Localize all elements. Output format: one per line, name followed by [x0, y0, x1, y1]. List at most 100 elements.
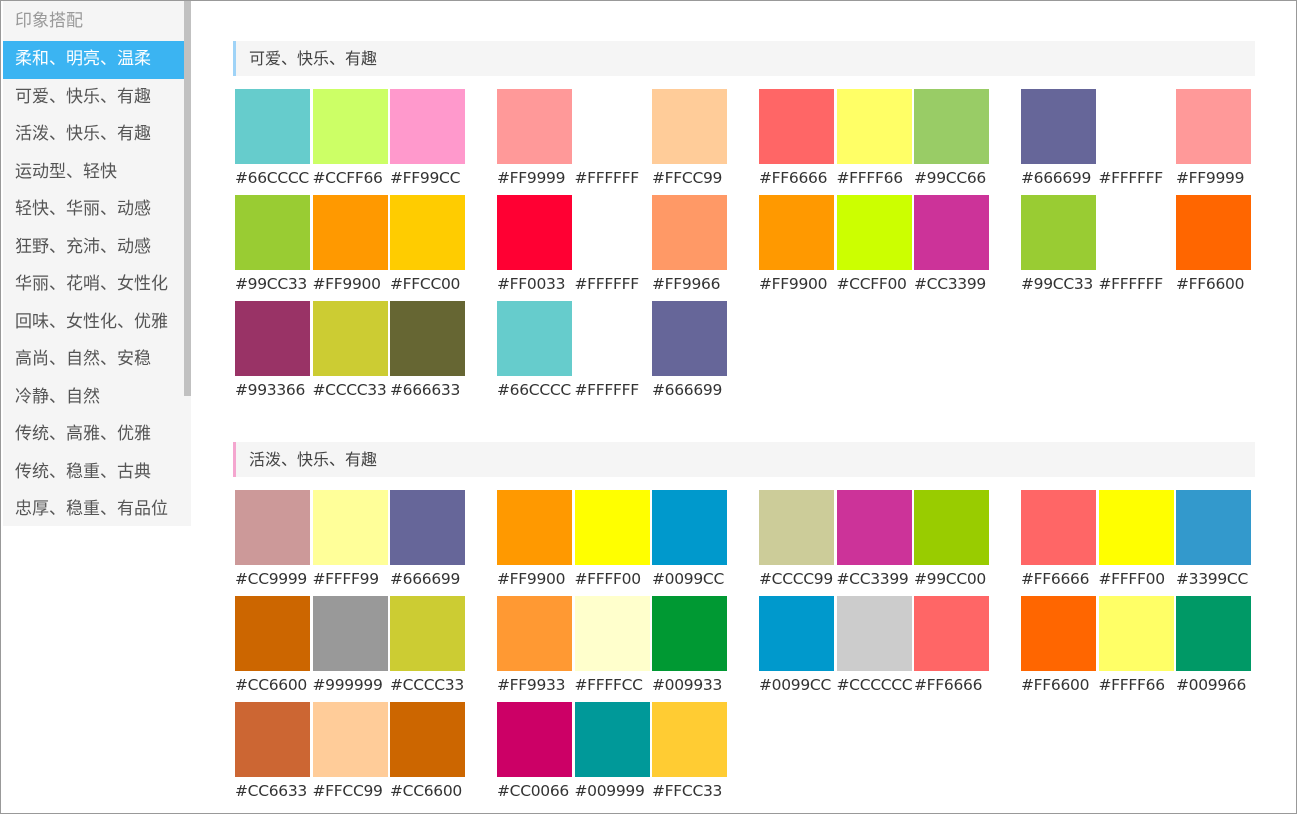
- color-chip[interactable]: [836, 195, 912, 270]
- color-chip[interactable]: [652, 596, 727, 671]
- color-chip[interactable]: [759, 490, 834, 565]
- sidebar-item[interactable]: 轻快、华丽、动感: [15, 199, 151, 219]
- color-chip[interactable]: [1021, 195, 1096, 270]
- color-code: #CCCCCC: [836, 676, 913, 694]
- swatch: #FFFFFF: [574, 195, 650, 301]
- color-code: #FFFFFF: [574, 169, 640, 187]
- color-chip[interactable]: [1021, 490, 1096, 565]
- color-chip[interactable]: [1098, 596, 1174, 671]
- palette-section: 活泼、快乐、有趣 #CC9999 #FFFF99 #666699 #FF9900 #FFF…: [233, 442, 1255, 808]
- color-chip[interactable]: [1021, 596, 1096, 671]
- swatch: #999999: [312, 596, 388, 702]
- color-chip[interactable]: [574, 596, 650, 671]
- color-chip[interactable]: [390, 195, 465, 270]
- color-chip[interactable]: [759, 596, 834, 671]
- color-chip[interactable]: [574, 89, 650, 164]
- scrollbar[interactable]: [184, 1, 191, 396]
- color-chip[interactable]: [235, 596, 310, 671]
- palette: #CCCC99 #CC3399 #99CC00: [759, 490, 989, 596]
- color-chip[interactable]: [652, 89, 727, 164]
- color-chip[interactable]: [497, 301, 572, 376]
- color-chip[interactable]: [1098, 89, 1174, 164]
- color-chip[interactable]: [235, 89, 310, 164]
- sidebar-item[interactable]: 狂野、充沛、动感: [15, 236, 151, 257]
- color-code: #FFFFFF: [1098, 275, 1164, 293]
- swatch: #666699: [390, 490, 465, 596]
- color-chip[interactable]: [1098, 490, 1174, 565]
- swatch: #FF6600: [1176, 195, 1251, 301]
- color-chip[interactable]: [652, 301, 727, 376]
- color-chip[interactable]: [1098, 195, 1174, 270]
- color-chip[interactable]: [914, 195, 989, 270]
- sidebar-item[interactable]: 柔和、明亮、温柔: [3, 41, 184, 79]
- color-chip[interactable]: [652, 702, 727, 777]
- palette: #FF6666 #FFFF66 #99CC66: [759, 89, 989, 195]
- sidebar-item[interactable]: 华丽、花哨、女性化: [15, 274, 168, 294]
- sidebar-item[interactable]: 传统、高雅、优雅: [15, 424, 151, 444]
- color-code: #FFFFFF: [574, 381, 640, 399]
- color-chip[interactable]: [836, 596, 912, 671]
- color-chip[interactable]: [497, 490, 572, 565]
- sidebar-title: 印象搭配: [15, 11, 83, 31]
- color-chip[interactable]: [914, 89, 989, 164]
- color-chip[interactable]: [235, 702, 310, 777]
- color-chip[interactable]: [312, 702, 388, 777]
- sidebar-item[interactable]: 忠厚、稳重、有品位: [15, 499, 168, 519]
- color-chip[interactable]: [759, 89, 834, 164]
- color-chip[interactable]: [497, 702, 572, 777]
- color-code: #FF9966: [652, 275, 721, 293]
- sidebar-item[interactable]: 回味、女性化、优雅: [15, 311, 168, 332]
- swatch: #CCCC33: [390, 596, 465, 702]
- color-chip[interactable]: [390, 702, 465, 777]
- swatch: #FF6600: [1021, 596, 1096, 702]
- color-chip[interactable]: [235, 301, 310, 376]
- color-chip[interactable]: [574, 301, 650, 376]
- color-chip[interactable]: [390, 490, 465, 565]
- color-code: #FF9999: [497, 169, 566, 187]
- color-chip[interactable]: [652, 195, 727, 270]
- color-chip[interactable]: [574, 195, 650, 270]
- color-chip[interactable]: [312, 89, 388, 164]
- swatch: #CC3399: [914, 195, 989, 301]
- color-chip[interactable]: [652, 490, 727, 565]
- color-chip[interactable]: [1176, 195, 1251, 270]
- color-chip[interactable]: [390, 596, 465, 671]
- sidebar-item[interactable]: 高尚、自然、安稳: [15, 349, 151, 369]
- color-chip[interactable]: [1021, 89, 1096, 164]
- color-code: #009999: [574, 782, 645, 800]
- palette-grid: #CC9999 #FFFF99 #666699 #FF9900 #FFFF00 #0099…: [235, 490, 1255, 808]
- sidebar-item[interactable]: 冷静、自然: [15, 386, 100, 407]
- palette: #666699 #FFFFFF #FF9999: [1021, 89, 1251, 195]
- color-chip[interactable]: [390, 301, 465, 376]
- color-chip[interactable]: [312, 195, 388, 270]
- sidebar-item[interactable]: 可爱、快乐、有趣: [15, 86, 151, 107]
- sidebar-item[interactable]: 传统、稳重、古典: [15, 461, 151, 482]
- color-chip[interactable]: [759, 195, 834, 270]
- section-header: 可爱、快乐、有趣: [233, 41, 1255, 76]
- palette-grid: #66CCCC #CCFF66 #FF99CC #FF9999 #FFFFFF #FFCC…: [235, 89, 1255, 407]
- swatch: #CC9999: [235, 490, 310, 596]
- color-chip[interactable]: [497, 596, 572, 671]
- color-chip[interactable]: [574, 490, 650, 565]
- sidebar-item[interactable]: 活泼、快乐、有趣: [15, 124, 151, 144]
- swatch: #FFFFCC: [574, 596, 650, 702]
- color-chip[interactable]: [235, 490, 310, 565]
- color-chip[interactable]: [1176, 490, 1251, 565]
- color-chip[interactable]: [312, 596, 388, 671]
- color-chip[interactable]: [390, 89, 465, 164]
- color-chip[interactable]: [914, 490, 989, 565]
- color-chip[interactable]: [836, 490, 912, 565]
- color-chip[interactable]: [312, 490, 388, 565]
- swatch: #FFFF99: [312, 490, 388, 596]
- palette: #CC0066 #009999 #FFCC33: [497, 702, 727, 808]
- color-chip[interactable]: [312, 301, 388, 376]
- color-chip[interactable]: [1176, 89, 1251, 164]
- color-chip[interactable]: [497, 89, 572, 164]
- color-chip[interactable]: [497, 195, 572, 270]
- sidebar-item[interactable]: 运动型、轻快: [15, 161, 117, 182]
- color-chip[interactable]: [836, 89, 912, 164]
- color-chip[interactable]: [1176, 596, 1251, 671]
- color-chip[interactable]: [235, 195, 310, 270]
- color-chip[interactable]: [574, 702, 650, 777]
- color-chip[interactable]: [914, 596, 989, 671]
